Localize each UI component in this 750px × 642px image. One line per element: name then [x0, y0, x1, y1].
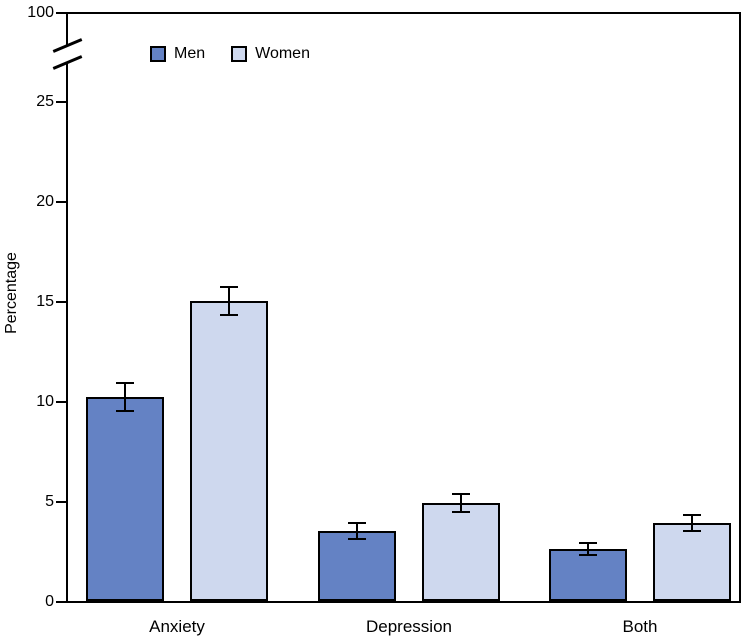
y-axis-tick-label: 100 — [27, 4, 54, 21]
error-bar-line — [460, 494, 462, 512]
error-bar-line — [356, 523, 358, 539]
y-axis-tick — [56, 12, 66, 14]
error-bar-cap-top — [220, 286, 238, 288]
error-bar-line — [587, 543, 589, 555]
bar-men-anxiety — [86, 397, 164, 601]
error-bar-line — [124, 383, 126, 411]
category-label-depression: Depression — [366, 617, 452, 636]
bar-men-depression — [318, 531, 396, 601]
error-bar-cap-bottom — [220, 314, 238, 316]
error-bar-cap-bottom — [348, 538, 366, 540]
error-bar-cap-bottom — [452, 511, 470, 513]
legend-swatch-women — [231, 46, 248, 62]
plot-area — [66, 12, 741, 603]
legend: Men Women — [150, 45, 310, 63]
bar-women-depression — [422, 503, 500, 601]
error-bar-line — [691, 515, 693, 531]
error-bar-cap-top — [116, 382, 134, 384]
error-bar-cap-bottom — [116, 410, 134, 412]
y-axis-tick — [56, 201, 66, 203]
error-bar-cap-top — [579, 542, 597, 544]
legend-swatch-men — [150, 46, 166, 62]
category-label-both: Both — [622, 617, 658, 636]
y-axis-tick-label: 10 — [36, 393, 54, 410]
y-axis-tick — [56, 501, 66, 503]
error-bar-cap-top — [683, 514, 701, 516]
bar-women-anxiety — [190, 301, 268, 601]
y-axis-tick — [56, 301, 66, 303]
error-bar-cap-top — [452, 493, 470, 495]
y-axis-tick — [56, 601, 66, 603]
y-axis-tick-label: 15 — [36, 293, 54, 310]
y-axis-tick-label: 25 — [36, 93, 54, 110]
axis-break-gap — [64, 46, 70, 63]
y-axis-tick — [56, 401, 66, 403]
error-bar-cap-bottom — [579, 554, 597, 556]
error-bar-cap-top — [348, 522, 366, 524]
y-axis-tick-label: 20 — [36, 193, 54, 210]
legend-label-women: Women — [255, 45, 310, 62]
error-bar-cap-bottom — [683, 530, 701, 532]
bar-women-both — [653, 523, 731, 601]
bar-men-both — [549, 549, 627, 601]
error-bar-line — [228, 287, 230, 315]
y-axis-tick-label: 5 — [45, 493, 54, 510]
category-label-anxiety: Anxiety — [149, 617, 205, 636]
legend-label-men: Men — [174, 45, 206, 62]
y-axis-tick — [56, 101, 66, 103]
y-axis-tick-label: 0 — [45, 593, 54, 610]
